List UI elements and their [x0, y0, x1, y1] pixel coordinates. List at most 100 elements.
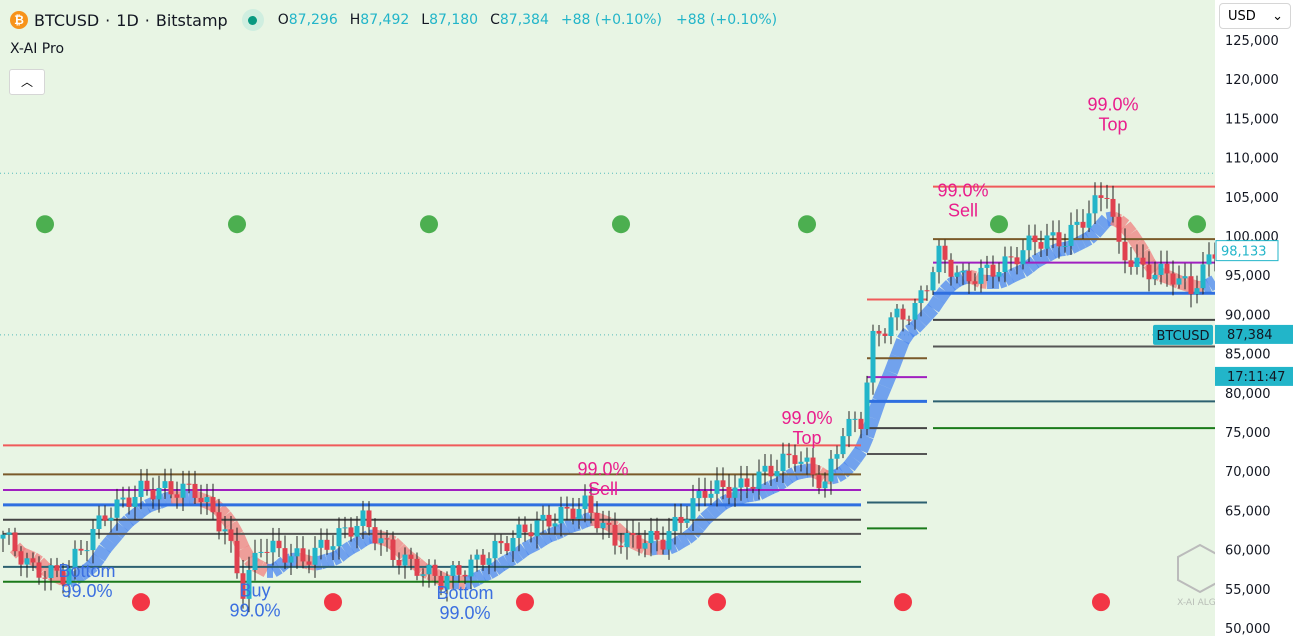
trend-ribbon-segment [497, 555, 511, 571]
candle-body [666, 531, 672, 550]
price-chart[interactable]: 99.0%Top99.0%Sell99.0%Top99.0%SellBottom… [0, 0, 1215, 636]
candle-body [684, 519, 690, 523]
candle-body [372, 527, 378, 544]
candle-body [396, 559, 402, 566]
candle-body [546, 514, 552, 527]
last-price-label: 98,133 [1221, 245, 1267, 260]
signal-label: Buy [239, 581, 270, 601]
candle-body [252, 552, 258, 571]
green-signal-dot [420, 215, 438, 234]
candle-body [102, 515, 108, 521]
trend-ribbon-segment [87, 553, 105, 570]
separator: · [144, 10, 150, 30]
trend-ribbon-segment [318, 553, 330, 570]
candle-body [696, 490, 702, 499]
candle-body [720, 480, 726, 487]
signal-label: 99.0% [781, 408, 832, 428]
candle-body [1098, 195, 1104, 198]
candle-body [276, 540, 282, 549]
candle-body [282, 548, 288, 563]
candle-body [30, 558, 36, 563]
candle-body [870, 330, 876, 383]
collapse-button[interactable]: ︿ [9, 69, 45, 95]
candle-body [1104, 197, 1110, 199]
candle-body [876, 330, 882, 334]
change-value: +88 (+0.10%) [560, 12, 662, 28]
trend-ribbon-segment [557, 521, 571, 538]
symbol[interactable]: BTCUSD [34, 10, 100, 30]
candle-body [894, 308, 900, 318]
candle-body [762, 465, 768, 472]
candle-body [948, 259, 954, 277]
candle-body [324, 539, 330, 550]
candle-body [576, 508, 582, 519]
candle-body [936, 245, 942, 273]
trend-ribbon-segment [872, 383, 892, 404]
candle-body [1134, 257, 1140, 267]
candle-body [222, 529, 228, 532]
candle-body [0, 534, 6, 539]
trend-ribbon-segment [793, 465, 803, 481]
y-tick-label: 90,000 [1225, 308, 1271, 323]
interval[interactable]: 1D [116, 10, 139, 30]
signal-label: Bottom [58, 561, 115, 581]
red-signal-dot [324, 593, 342, 612]
trend-ribbon-segment [1043, 246, 1057, 262]
candle-body [1008, 256, 1014, 258]
watermark-logo: X-AI ALGO [1177, 598, 1215, 608]
candle-body [1014, 257, 1020, 265]
candle-body [66, 568, 72, 585]
trend-ribbon-segment [778, 471, 794, 488]
chevron-down-icon: ⌄ [1272, 9, 1283, 24]
candle-body [924, 290, 930, 292]
y-tick-label: 85,000 [1225, 348, 1271, 363]
candle-body [1068, 224, 1074, 246]
trend-ribbon-segment [359, 530, 373, 547]
trend-ribbon-segment [650, 540, 658, 556]
candle-body [204, 497, 210, 503]
trend-ribbon-segment [1014, 264, 1026, 281]
candle-body [786, 453, 792, 456]
candle-body [672, 516, 678, 532]
trend-ribbon-segment [854, 433, 874, 454]
trend-ribbon-segment [1105, 211, 1115, 227]
candle-body [828, 458, 834, 482]
indicator-name[interactable]: X-AI Pro [10, 41, 65, 57]
symbol-header: ₿ BTCUSD · 1D · Bitstamp O87,296 H87,492 L… [10, 9, 785, 31]
candle-body [108, 517, 114, 521]
candle-body [96, 515, 102, 529]
trend-ribbon-segment [799, 463, 809, 479]
candle-body [912, 303, 918, 320]
candle-body [288, 556, 294, 563]
candle-body [1164, 263, 1170, 274]
price-axis[interactable]: 50,000 55,000 60,000 65,000 70,000 75,000 80,0… [1215, 0, 1300, 636]
candle-body [906, 319, 912, 321]
candle-body [84, 550, 90, 552]
trend-ribbon-segment [927, 295, 945, 313]
current-price-label: 87,384 [1227, 328, 1273, 343]
candle-body [744, 478, 750, 487]
change-value-2: +88 (+0.10%) [676, 12, 778, 28]
trend-ribbon-segment [1031, 252, 1045, 269]
candle-body [510, 537, 516, 552]
candle-body [270, 540, 276, 553]
candle-body [192, 483, 198, 498]
trend-ribbon-segment [838, 461, 854, 478]
y-tick-label: 50,000 [1225, 622, 1271, 636]
currency-select[interactable]: USD ⌄ [1219, 3, 1291, 29]
trend-ribbon-segment [897, 327, 915, 345]
candle-body [354, 525, 360, 537]
trend-ribbon-segment [866, 398, 886, 421]
trend-ribbon-segment [527, 536, 541, 553]
candle-body [1128, 260, 1134, 267]
candle-body [444, 575, 450, 590]
candle-body [390, 539, 396, 560]
candle-body [132, 496, 138, 507]
trend-ribbon-segment [954, 271, 966, 287]
trend-ribbon-segment [671, 535, 685, 552]
candle-body [804, 457, 810, 462]
trend-ribbon-segment [939, 279, 957, 296]
candle-body [432, 564, 438, 576]
trend-ribbon-segment [182, 490, 190, 506]
